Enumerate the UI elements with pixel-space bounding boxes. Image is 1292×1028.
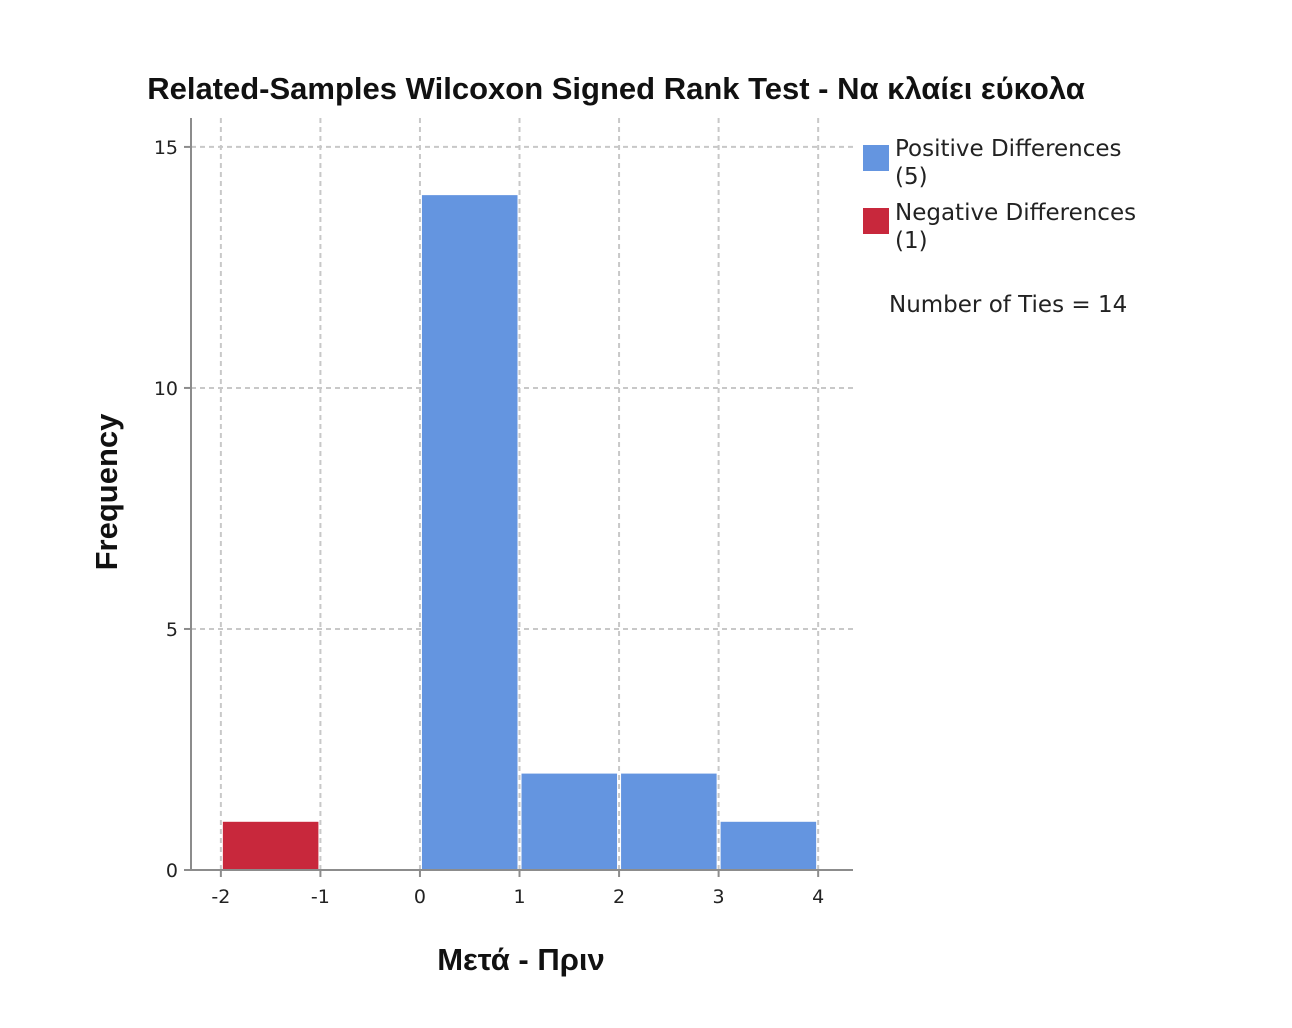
- bars: [222, 195, 817, 871]
- y-tick-labels: 0 5 10 15: [154, 137, 178, 882]
- legend: Positive Differences (5) Negative Differ…: [863, 136, 1136, 318]
- legend-swatch-positive: [863, 145, 889, 171]
- legend-label-negative: Negative Differences: [895, 200, 1136, 226]
- x-tick-label: 0: [414, 886, 426, 908]
- legend-swatch-negative: [863, 208, 889, 234]
- axes: [184, 118, 853, 877]
- x-tick-labels: -2 -1 0 1 2 3 4: [211, 886, 824, 908]
- x-tick-label: 1: [513, 886, 525, 908]
- bar-positive-0-to-1: [421, 195, 518, 871]
- x-tick-label: 4: [812, 886, 824, 908]
- y-axis-title: Frequency: [89, 413, 124, 571]
- chart-title: Related-Samples Wilcoxon Signed Rank Tes…: [147, 71, 1085, 106]
- grid-lines: [191, 118, 853, 870]
- x-tick-label: 2: [613, 886, 625, 908]
- y-tick-label: 15: [154, 137, 178, 159]
- y-tick-label: 10: [154, 378, 178, 400]
- legend-count-positive: (5): [895, 164, 928, 190]
- x-tick-label: -1: [311, 886, 330, 908]
- ties-annotation: Number of Ties = 14: [889, 292, 1127, 318]
- legend-count-negative: (1): [895, 228, 928, 254]
- bar-negative--2-to--1: [222, 821, 319, 870]
- legend-label-positive: Positive Differences: [895, 136, 1122, 162]
- x-axis-title: Μετά - Πριν: [437, 942, 605, 977]
- bar-positive-2-to-3: [621, 773, 717, 870]
- x-tick-label: -2: [211, 886, 230, 908]
- bar-positive-1-to-2: [521, 773, 618, 870]
- bar-positive-3-to-4: [720, 821, 817, 870]
- y-tick-label: 0: [166, 860, 178, 882]
- y-tick-label: 5: [166, 619, 178, 641]
- x-tick-label: 3: [713, 886, 725, 908]
